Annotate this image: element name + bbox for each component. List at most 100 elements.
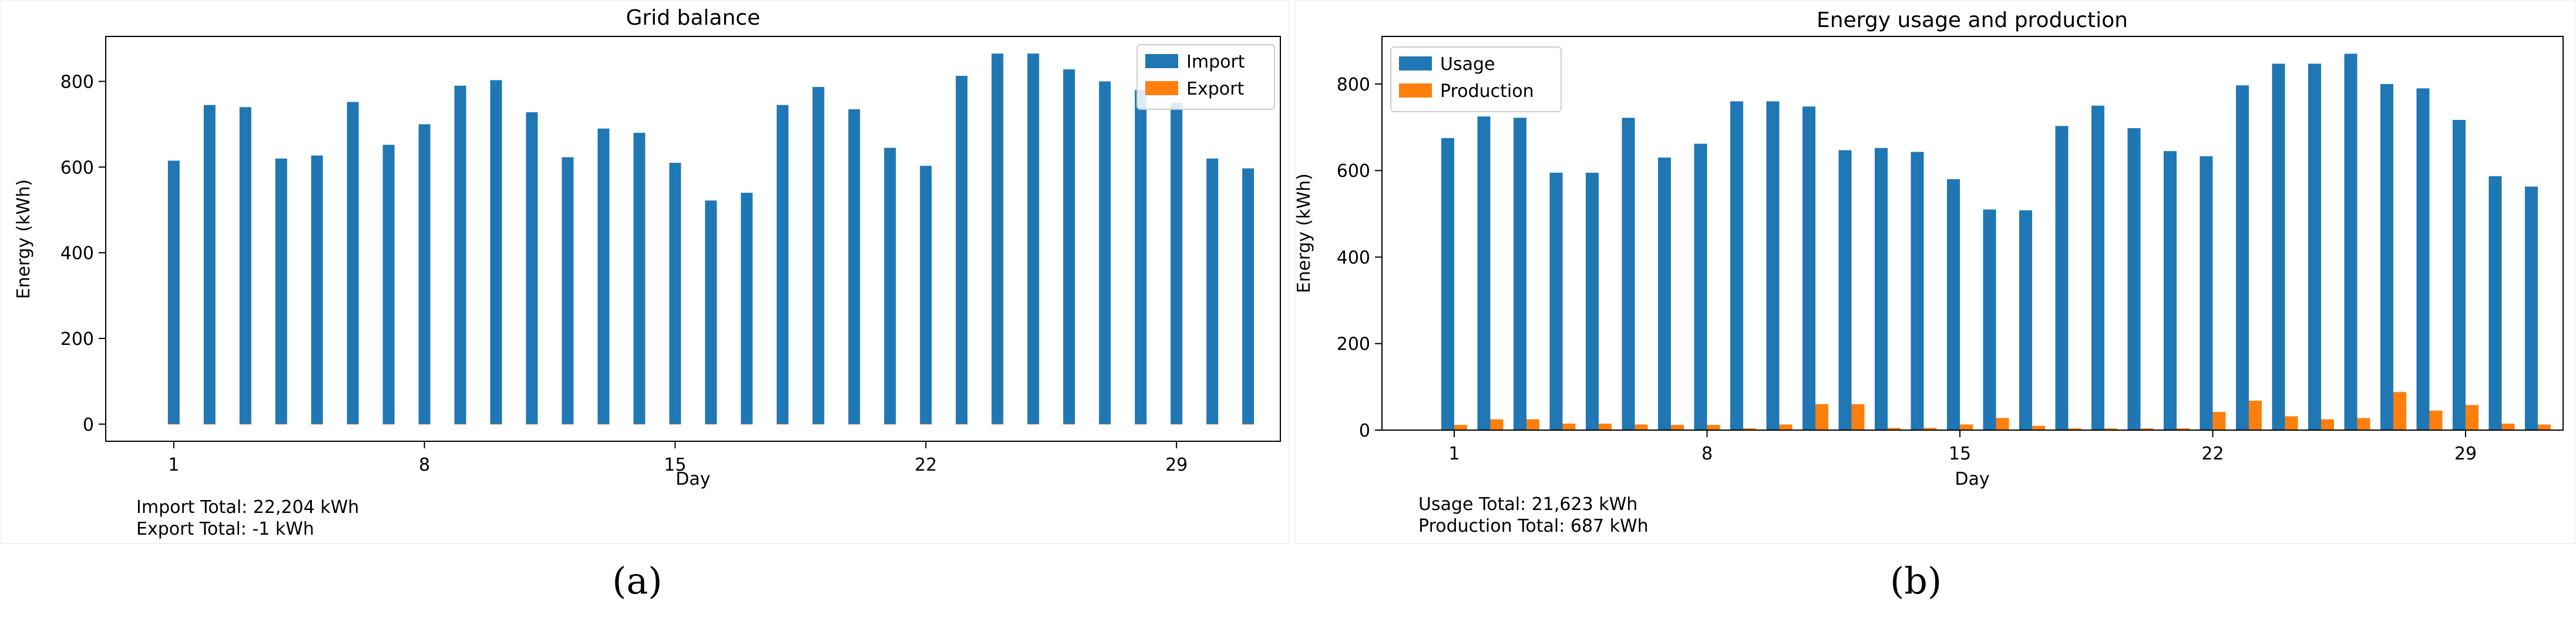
bar-production-day-19 — [2104, 428, 2117, 430]
y-tick-label: 800 — [1337, 75, 1370, 95]
bar-export-day-8 — [418, 424, 431, 425]
y-tick-label: 400 — [1337, 247, 1370, 268]
bar-production-day-10 — [1779, 424, 1793, 430]
bar-import-day-9 — [454, 85, 466, 424]
bars-group — [1441, 53, 2551, 431]
series-export — [167, 424, 1255, 425]
x-tick-label: 15 — [1949, 444, 1971, 464]
bar-production-day-7 — [1670, 425, 1684, 430]
bar-export-day-23 — [956, 424, 968, 425]
bar-usage-day-20 — [2127, 128, 2141, 431]
bar-usage-day-24 — [2272, 63, 2285, 430]
bar-usage-day-16 — [1983, 209, 1996, 430]
bar-import-day-23 — [956, 76, 968, 424]
bar-production-day-8 — [1707, 425, 1720, 430]
bar-import-day-22 — [920, 166, 932, 424]
series-import — [167, 53, 1255, 424]
bar-usage-day-10 — [1766, 101, 1780, 430]
bar-export-day-20 — [848, 424, 860, 425]
bar-export-day-22 — [920, 424, 932, 425]
panel-caption: (a) — [612, 559, 662, 602]
y-tick-label: 400 — [60, 243, 94, 264]
bar-usage-day-14 — [1911, 152, 1924, 430]
bar-usage-day-15 — [1946, 179, 1960, 430]
bar-production-day-6 — [1635, 424, 1648, 430]
bar-production-day-25 — [2321, 419, 2334, 430]
bar-import-day-11 — [526, 112, 538, 424]
bar-export-day-3 — [239, 424, 251, 425]
y-axis-label: Energy (kWh) — [1294, 173, 1314, 293]
y-tick-label: 200 — [60, 329, 94, 350]
bar-export-day-6 — [347, 424, 359, 425]
bar-import-day-10 — [490, 80, 502, 424]
x-tick-label: 29 — [2454, 444, 2477, 464]
bar-export-day-18 — [776, 424, 789, 425]
bar-usage-day-27 — [2380, 83, 2393, 430]
bar-export-day-28 — [1135, 424, 1147, 425]
bar-production-day-17 — [2032, 425, 2045, 430]
bar-export-day-14 — [633, 424, 645, 425]
bar-production-day-3 — [1526, 419, 1539, 430]
bar-import-day-25 — [1027, 53, 1040, 424]
series-usage — [1441, 53, 2538, 431]
bar-export-day-30 — [1206, 424, 1219, 425]
bar-usage-day-8 — [1694, 143, 1707, 431]
y-axis-label: Energy (kWh) — [14, 179, 34, 299]
bar-import-day-26 — [1063, 69, 1075, 424]
bar-production-day-1 — [1454, 425, 1467, 430]
bar-usage-day-12 — [1838, 150, 1852, 430]
bar-production-day-23 — [2248, 400, 2262, 430]
legend-label-export: Export — [1186, 79, 1244, 99]
bar-production-day-2 — [1490, 419, 1504, 430]
bar-usage-day-3 — [1513, 118, 1526, 430]
bar-usage-day-26 — [2344, 53, 2358, 430]
bar-import-day-1 — [167, 160, 180, 424]
panel-b: Energy usage and production 0 200 400 600 800… — [1294, 0, 2576, 602]
bar-export-day-12 — [561, 424, 574, 425]
x-tick-label: 22 — [914, 455, 937, 475]
bar-export-day-1 — [167, 424, 180, 425]
bar-export-day-24 — [991, 424, 1004, 425]
bars-group — [167, 53, 1255, 425]
bar-export-day-7 — [382, 424, 395, 425]
bar-usage-day-6 — [1622, 118, 1635, 430]
legend-swatch-production — [1399, 83, 1432, 98]
bar-import-day-17 — [741, 193, 753, 424]
bar-usage-day-1 — [1441, 138, 1454, 430]
bar-usage-day-11 — [1802, 106, 1815, 430]
bar-production-day-24 — [2285, 416, 2298, 430]
bar-import-day-15 — [669, 163, 681, 424]
bar-import-day-14 — [633, 133, 645, 424]
bar-production-day-13 — [1887, 428, 1901, 430]
bar-usage-day-30 — [2488, 176, 2502, 430]
bar-import-day-27 — [1099, 81, 1111, 424]
bar-usage-day-13 — [1874, 147, 1888, 430]
bar-export-day-2 — [203, 424, 216, 425]
bar-production-day-29 — [2465, 405, 2479, 430]
y-tick-label: 0 — [83, 415, 94, 435]
y-tick-label: 600 — [1337, 161, 1370, 182]
bar-usage-day-25 — [2308, 63, 2321, 430]
x-axis-label: Day — [1955, 469, 1989, 489]
bar-usage-day-9 — [1730, 101, 1743, 430]
x-tick-label: 22 — [2201, 444, 2224, 464]
chart-title: Grid balance — [626, 6, 761, 30]
bar-production-day-14 — [1923, 428, 1937, 430]
x-tick-label: 15 — [664, 455, 686, 475]
bar-usage-day-17 — [2019, 210, 2032, 430]
bar-import-day-30 — [1206, 158, 1219, 424]
bar-export-day-19 — [812, 424, 825, 425]
bar-usage-day-31 — [2524, 186, 2538, 430]
bar-import-day-12 — [561, 157, 574, 424]
bar-production-day-11 — [1815, 404, 1828, 430]
y-tick-label: 800 — [60, 72, 94, 93]
bar-production-day-4 — [1562, 423, 1576, 430]
legend-label-usage: Usage — [1440, 54, 1495, 75]
y-tick-label: 0 — [1359, 421, 1370, 441]
bar-production-day-16 — [1996, 418, 2009, 430]
bar-production-day-15 — [1959, 424, 1973, 430]
bar-production-day-20 — [2140, 428, 2154, 430]
bar-export-day-16 — [705, 424, 717, 425]
bar-import-day-16 — [705, 200, 717, 424]
